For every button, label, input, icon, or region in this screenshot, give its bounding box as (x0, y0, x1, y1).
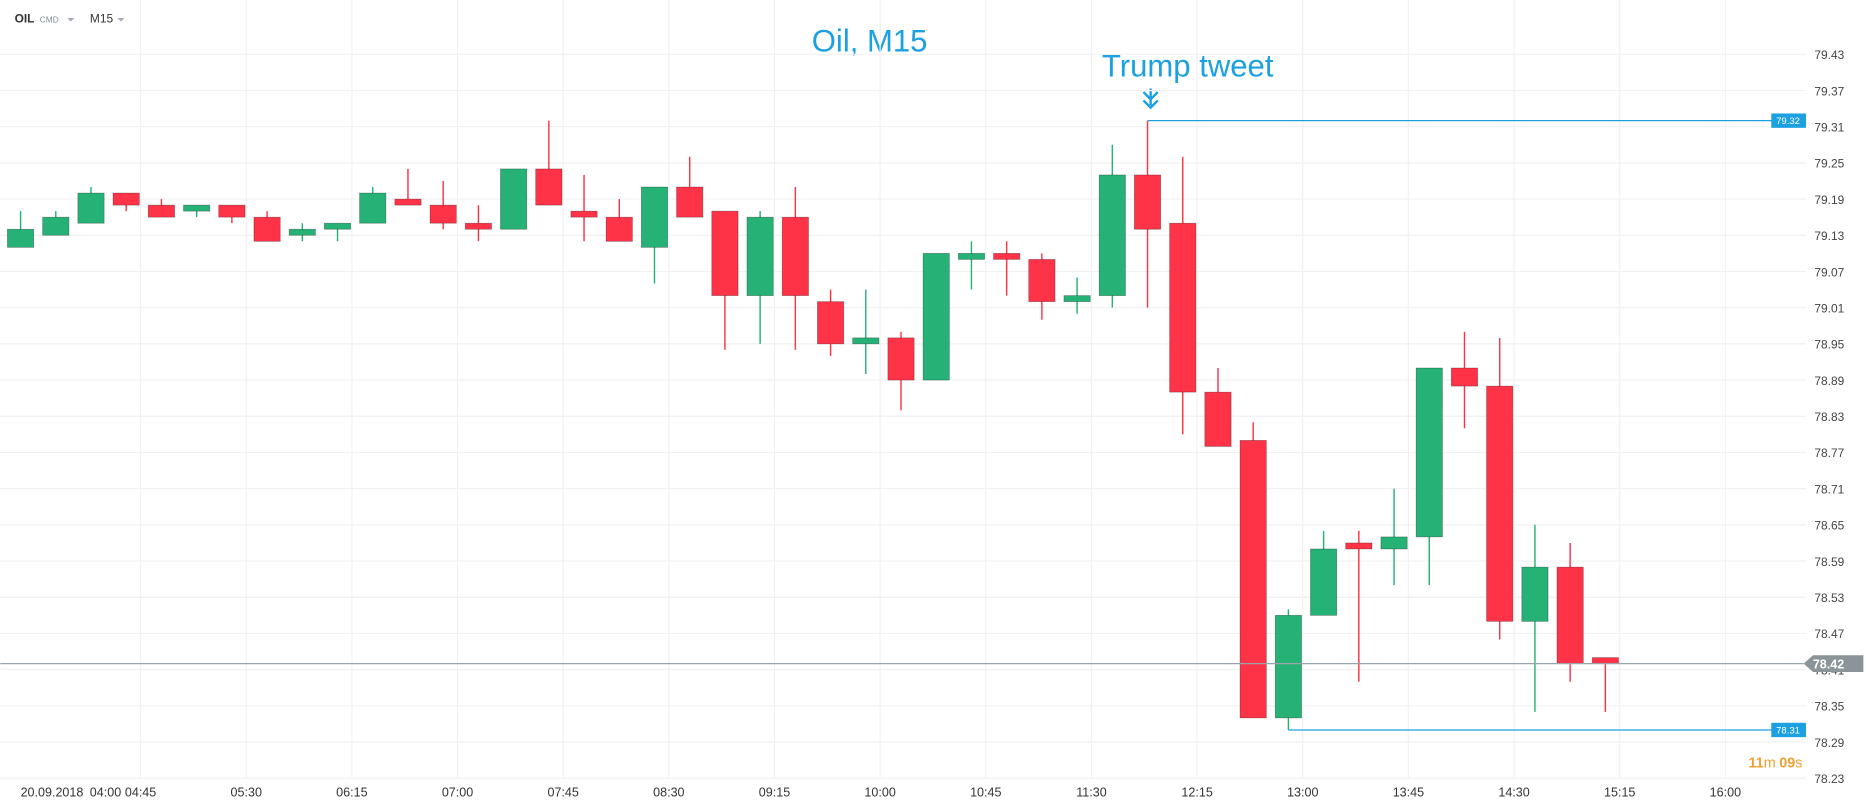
candle-body (535, 168, 563, 206)
y-tick-label: 78.29 (1814, 736, 1844, 750)
candle-body (922, 253, 950, 381)
candle-body (605, 216, 633, 242)
y-tick-label: 78.89 (1814, 374, 1844, 388)
level-label: 78.31 (1776, 726, 1800, 737)
y-tick-label: 79.31 (1814, 120, 1844, 134)
candle-body (324, 222, 352, 230)
candle-body (77, 192, 105, 224)
chart-title: Oil, M15 (812, 23, 928, 58)
y-tick-label: 79.37 (1814, 84, 1844, 98)
last-price-tag (1803, 655, 1864, 672)
candle-body (1098, 174, 1126, 296)
candle-body (288, 228, 316, 236)
candle-body (1415, 367, 1443, 538)
x-tick-label: 15:15 (1604, 785, 1635, 799)
candle-body (359, 192, 387, 224)
y-tick-label: 78.35 (1814, 700, 1844, 714)
candle-body (746, 216, 774, 296)
candle-body (7, 228, 35, 248)
timer: 11m 09s (1749, 756, 1803, 772)
x-tick-label: 09:15 (759, 785, 790, 799)
candle-body (1028, 259, 1056, 302)
candle-body (1556, 566, 1584, 664)
x-tick-label: 16:00 (1710, 785, 1741, 799)
candle-body (1345, 542, 1373, 550)
candle-body (394, 198, 422, 206)
y-tick-label: 78.59 (1814, 555, 1844, 569)
candle-body (42, 216, 70, 236)
candle-body (1486, 385, 1514, 622)
y-tick-label: 78.95 (1814, 338, 1844, 352)
candle-body (183, 204, 211, 212)
level-tag (1771, 113, 1806, 128)
x-tick-label: 08:30 (653, 785, 684, 799)
x-date-label: 20.09.2018 (21, 785, 84, 799)
candle-body (1134, 174, 1162, 230)
x-tick-label: 14:30 (1498, 785, 1529, 799)
x-tick-label: 04:00 (90, 785, 121, 799)
caret[interactable] (67, 17, 75, 22)
candle-body (887, 337, 915, 381)
last-price-label: 78.42 (1813, 657, 1844, 671)
y-tick-label: 79.01 (1814, 301, 1844, 315)
candle-body (1521, 566, 1549, 622)
caret[interactable] (117, 17, 125, 22)
y-tick-label: 78.53 (1814, 591, 1844, 605)
y-tick-label: 79.07 (1814, 265, 1844, 279)
x-tick-label: 13:45 (1393, 785, 1424, 799)
symbol[interactable]: OIL (15, 12, 35, 26)
candle-body (1169, 222, 1197, 393)
candle-body (112, 192, 140, 206)
y-tick-label: 79.43 (1814, 48, 1844, 62)
x-tick-label: 07:00 (442, 785, 473, 799)
candle-body (711, 210, 739, 296)
y-tick-label: 78.77 (1814, 446, 1844, 460)
y-tick-label: 78.83 (1814, 410, 1844, 424)
candle-body (957, 253, 985, 260)
y-tick-label: 78.65 (1814, 519, 1844, 533)
y-tick-label: 79.25 (1814, 157, 1844, 171)
candle-body (570, 210, 598, 218)
candle-body (1380, 536, 1408, 550)
y-tick-label: 79.13 (1814, 229, 1844, 243)
level-label: 79.32 (1776, 116, 1800, 127)
candle-body (218, 204, 246, 218)
candle-body (852, 337, 880, 345)
candle-body (1204, 391, 1232, 447)
candle-body (1450, 367, 1479, 387)
x-tick-label: 06:15 (336, 785, 367, 799)
badge: CMD (40, 15, 59, 25)
candle-body (640, 186, 669, 248)
candle-body (429, 204, 457, 224)
x-tick-label: 04:45 (125, 785, 156, 799)
candle-body (676, 186, 704, 218)
timeframe[interactable]: M15 (90, 12, 114, 26)
x-tick-label: 11:30 (1076, 785, 1106, 799)
annotation-arrow (1142, 88, 1159, 110)
x-tick-label: 07:45 (547, 785, 578, 799)
y-tick-label: 78.47 (1814, 627, 1844, 641)
x-tick-label: 10:00 (864, 785, 895, 799)
candle-body (1591, 657, 1619, 664)
y-tick-label: 79.19 (1814, 193, 1844, 207)
candle-body (1239, 440, 1267, 719)
x-tick-label: 12:15 (1181, 785, 1212, 799)
candle-body (817, 301, 845, 345)
candle-body (464, 222, 492, 230)
candle-body (147, 204, 175, 218)
y-tick-label: 78.23 (1814, 772, 1844, 786)
candle-body (500, 168, 528, 230)
candle-body (781, 216, 809, 296)
y-tick-label: 78.71 (1814, 482, 1844, 496)
x-tick-label: 10:45 (970, 785, 1001, 799)
candle-body (1310, 548, 1338, 616)
candle-body (1063, 295, 1091, 302)
x-tick-label: 05:30 (231, 785, 262, 799)
x-tick-label: 13:00 (1287, 785, 1318, 799)
candle-body (1274, 614, 1302, 719)
candle-body (993, 253, 1021, 260)
level-tag (1771, 722, 1806, 738)
candle-body (253, 216, 281, 242)
